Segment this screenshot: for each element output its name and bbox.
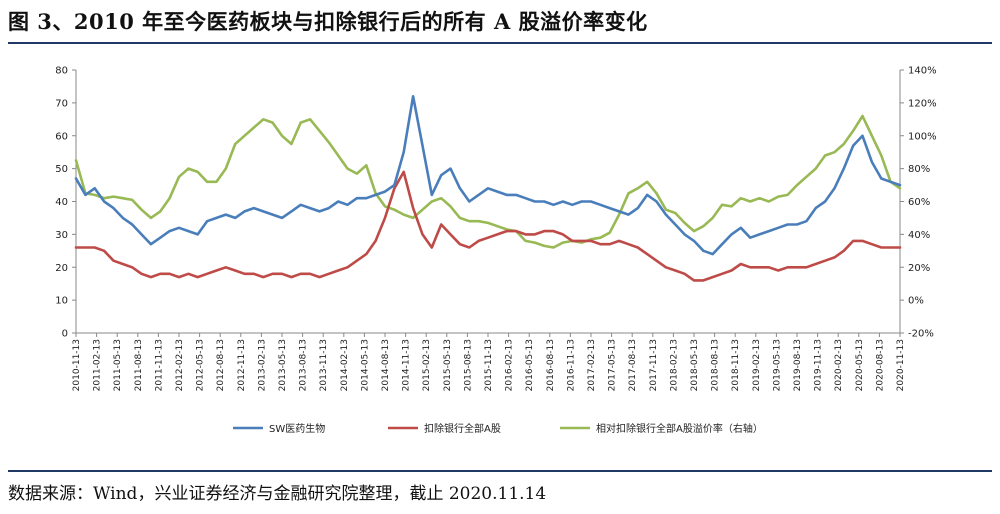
x-tick-label: 2012-11-13 <box>237 339 247 391</box>
x-tick-label: 2014-05-13 <box>360 339 370 391</box>
x-tick-label: 2017-08-13 <box>628 339 638 391</box>
left-tick-label: 30 <box>55 230 68 241</box>
x-tick-label: 2015-05-13 <box>443 339 453 391</box>
right-tick-label: 60% <box>908 197 930 208</box>
right-tick-label: 20% <box>908 263 930 274</box>
x-tick-label: 2016-08-13 <box>546 339 556 391</box>
chart-lines <box>74 94 902 282</box>
sw-pharma-series-line <box>74 94 902 256</box>
x-tick-label: 2010-11-13 <box>72 339 82 391</box>
premium-series-line <box>74 114 902 249</box>
x-tick-label: 2019-11-13 <box>814 339 824 391</box>
x-tick-label: 2012-08-13 <box>216 339 226 391</box>
x-tick-label: 2020-11-13 <box>896 339 906 391</box>
x-tick-label: 2014-11-13 <box>402 339 412 391</box>
left-tick-label: 40 <box>55 197 68 208</box>
x-tick-label: 2011-08-13 <box>134 339 144 391</box>
right-tick-label: 80% <box>908 164 930 175</box>
source-rule <box>8 470 992 472</box>
x-tick-label: 2019-08-13 <box>793 339 803 391</box>
x-tick-label: 2015-11-13 <box>484 339 494 391</box>
legend-ab-label: 扣除银行全部A股 <box>424 422 501 435</box>
x-tick-label: 2015-08-13 <box>463 339 473 391</box>
x-tick-label: 2014-08-13 <box>381 339 391 391</box>
left-tick-label: 80 <box>55 66 68 77</box>
x-tick-label: 2012-05-13 <box>196 339 206 391</box>
right-tick-label: 0% <box>908 296 924 307</box>
x-tick-label: 2018-11-13 <box>731 339 741 391</box>
x-tick-label: 2013-11-13 <box>319 339 329 391</box>
title-rule <box>8 42 992 44</box>
x-tick-label: 2019-02-13 <box>752 339 762 391</box>
x-tick-label: 2015-02-13 <box>422 339 432 391</box>
figure-title: 图 3、2010 年至今医药板块与扣除银行后的所有 A 股溢价率变化 <box>8 9 648 34</box>
right-tick-label: 40% <box>908 230 930 241</box>
x-tick-label: 2018-08-13 <box>711 339 721 391</box>
a-share-ex-bank-series-line <box>74 170 902 282</box>
x-tick-label: 2019-05-13 <box>772 339 782 391</box>
right-tick-label: -20% <box>908 329 934 340</box>
x-tick-label: 2018-02-13 <box>669 339 679 391</box>
x-tick-label: 2012-02-13 <box>175 339 185 391</box>
left-tick-label: 70 <box>55 98 68 109</box>
x-tick-label: 2020-02-13 <box>834 339 844 391</box>
legend-premium-label: 相对扣除银行全部A股溢价率（右轴） <box>596 422 763 435</box>
chart-axes: 0 10 20 30 40 50 60 70 80 -20% 0% 20% 40% 60% 80% 100% 1… <box>55 66 936 392</box>
x-tick-label: 2017-02-13 <box>587 339 597 391</box>
left-tick-label: 0 <box>62 329 68 340</box>
right-tick-label: 100% <box>908 131 937 142</box>
x-tick-label: 2011-11-13 <box>154 339 164 391</box>
x-tick-label: 2016-11-13 <box>566 339 576 391</box>
x-tick-label: 2014-02-13 <box>340 339 350 391</box>
x-tick-label: 2011-02-13 <box>93 339 103 391</box>
x-tick-label: 2013-08-13 <box>299 339 309 391</box>
right-tick-label: 120% <box>908 98 937 109</box>
x-tick-label: 2018-05-13 <box>690 339 700 391</box>
left-tick-label: 60 <box>55 131 68 142</box>
x-tick-label: 2016-05-13 <box>525 339 535 391</box>
left-tick-label: 20 <box>55 263 68 274</box>
x-tick-label: 2020-08-13 <box>875 339 885 391</box>
x-tick-label: 2016-02-13 <box>505 339 515 391</box>
left-tick-label: 10 <box>55 296 68 307</box>
source-note: 数据来源：Wind，兴业证券经济与金融研究院整理，截止 2020.11.14 <box>8 484 547 504</box>
x-tick-label: 2020-05-13 <box>855 339 865 391</box>
x-tick-label: 2017-05-13 <box>608 339 618 391</box>
legend-sw-label: SW医药生物 <box>269 422 325 435</box>
line-chart: 0 10 20 30 40 50 60 70 80 -20% 0% 20% 40% 60% 80% 100% 1… <box>55 66 936 436</box>
x-tick-label: 2011-05-13 <box>113 339 123 391</box>
chart-legend: SW医药生物 扣除银行全部A股 相对扣除银行全部A股溢价率（右轴） <box>233 422 763 435</box>
left-tick-label: 50 <box>55 164 68 175</box>
x-tick-label: 2013-02-13 <box>257 339 267 391</box>
x-tick-label: 2017-11-13 <box>649 339 659 391</box>
right-tick-label: 140% <box>908 66 937 77</box>
x-tick-label: 2013-05-13 <box>278 339 288 391</box>
